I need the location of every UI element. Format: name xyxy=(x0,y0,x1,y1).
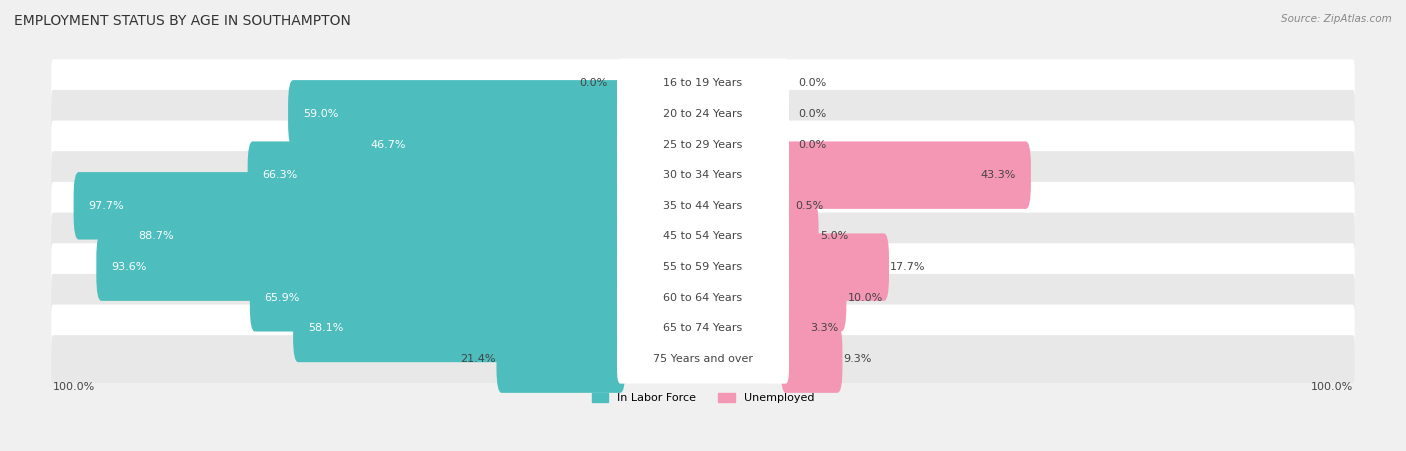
FancyBboxPatch shape xyxy=(51,151,1355,199)
Text: 75 Years and over: 75 Years and over xyxy=(652,354,754,364)
FancyBboxPatch shape xyxy=(617,304,789,353)
Text: 88.7%: 88.7% xyxy=(138,231,174,241)
FancyBboxPatch shape xyxy=(617,120,789,169)
FancyBboxPatch shape xyxy=(780,325,842,393)
Text: 0.0%: 0.0% xyxy=(799,109,827,119)
Text: 58.1%: 58.1% xyxy=(308,323,343,333)
FancyBboxPatch shape xyxy=(356,111,626,178)
FancyBboxPatch shape xyxy=(250,264,626,331)
Text: 93.6%: 93.6% xyxy=(111,262,146,272)
Text: EMPLOYMENT STATUS BY AGE IN SOUTHAMPTON: EMPLOYMENT STATUS BY AGE IN SOUTHAMPTON xyxy=(14,14,352,28)
Text: 3.3%: 3.3% xyxy=(810,323,839,333)
FancyBboxPatch shape xyxy=(617,181,789,230)
FancyBboxPatch shape xyxy=(51,243,1355,291)
FancyBboxPatch shape xyxy=(780,172,793,239)
Text: 0.0%: 0.0% xyxy=(799,78,827,88)
Text: 25 to 29 Years: 25 to 29 Years xyxy=(664,139,742,149)
Text: 46.7%: 46.7% xyxy=(371,139,406,149)
FancyBboxPatch shape xyxy=(496,325,626,393)
FancyBboxPatch shape xyxy=(617,59,789,108)
FancyBboxPatch shape xyxy=(51,304,1355,352)
Text: 0.5%: 0.5% xyxy=(794,201,823,211)
FancyBboxPatch shape xyxy=(288,80,626,147)
Legend: In Labor Force, Unemployed: In Labor Force, Unemployed xyxy=(588,388,818,408)
FancyBboxPatch shape xyxy=(780,295,810,362)
Text: 65.9%: 65.9% xyxy=(264,293,299,303)
Text: 0.0%: 0.0% xyxy=(799,139,827,149)
Text: 43.3%: 43.3% xyxy=(981,170,1017,180)
FancyBboxPatch shape xyxy=(51,274,1355,322)
FancyBboxPatch shape xyxy=(51,90,1355,138)
Text: 30 to 34 Years: 30 to 34 Years xyxy=(664,170,742,180)
FancyBboxPatch shape xyxy=(292,295,626,362)
FancyBboxPatch shape xyxy=(73,172,626,239)
FancyBboxPatch shape xyxy=(51,182,1355,230)
Text: 100.0%: 100.0% xyxy=(53,382,96,392)
FancyBboxPatch shape xyxy=(780,264,846,331)
FancyBboxPatch shape xyxy=(617,335,789,384)
Text: Source: ZipAtlas.com: Source: ZipAtlas.com xyxy=(1281,14,1392,23)
Text: 17.7%: 17.7% xyxy=(890,262,925,272)
Text: 0.0%: 0.0% xyxy=(579,78,607,88)
Text: 60 to 64 Years: 60 to 64 Years xyxy=(664,293,742,303)
Text: 100.0%: 100.0% xyxy=(1310,382,1353,392)
FancyBboxPatch shape xyxy=(780,203,818,270)
Text: 66.3%: 66.3% xyxy=(263,170,298,180)
Text: 20 to 24 Years: 20 to 24 Years xyxy=(664,109,742,119)
FancyBboxPatch shape xyxy=(51,212,1355,260)
FancyBboxPatch shape xyxy=(617,89,789,138)
FancyBboxPatch shape xyxy=(617,243,789,292)
FancyBboxPatch shape xyxy=(780,142,1031,209)
Text: 97.7%: 97.7% xyxy=(89,201,124,211)
FancyBboxPatch shape xyxy=(124,203,626,270)
FancyBboxPatch shape xyxy=(51,120,1355,168)
FancyBboxPatch shape xyxy=(51,59,1355,107)
Text: 16 to 19 Years: 16 to 19 Years xyxy=(664,78,742,88)
Text: 35 to 44 Years: 35 to 44 Years xyxy=(664,201,742,211)
Text: 21.4%: 21.4% xyxy=(460,354,495,364)
FancyBboxPatch shape xyxy=(780,234,889,301)
FancyBboxPatch shape xyxy=(617,273,789,322)
Text: 10.0%: 10.0% xyxy=(848,293,883,303)
Text: 45 to 54 Years: 45 to 54 Years xyxy=(664,231,742,241)
FancyBboxPatch shape xyxy=(51,335,1355,383)
FancyBboxPatch shape xyxy=(97,234,626,301)
Text: 5.0%: 5.0% xyxy=(820,231,848,241)
Text: 65 to 74 Years: 65 to 74 Years xyxy=(664,323,742,333)
Text: 9.3%: 9.3% xyxy=(844,354,872,364)
FancyBboxPatch shape xyxy=(247,142,626,209)
FancyBboxPatch shape xyxy=(617,151,789,200)
Text: 55 to 59 Years: 55 to 59 Years xyxy=(664,262,742,272)
Text: 59.0%: 59.0% xyxy=(302,109,337,119)
FancyBboxPatch shape xyxy=(617,212,789,261)
